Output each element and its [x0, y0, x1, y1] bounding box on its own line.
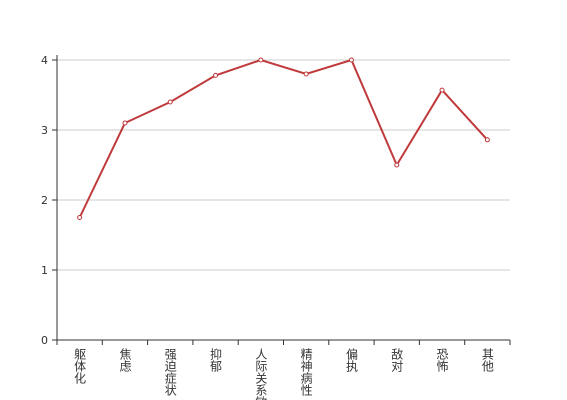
- point: [439, 87, 445, 93]
- y-tick-label: 0: [41, 334, 48, 347]
- point: [167, 99, 173, 105]
- y-tick-label: 4: [41, 54, 48, 67]
- point: [213, 72, 219, 78]
- point: [258, 57, 264, 63]
- y-tick-label: 2: [41, 194, 48, 207]
- x-tick-label: 焦虑: [118, 348, 132, 372]
- x-tick-label: 恐怖: [435, 348, 449, 372]
- x-tick-label: 人际关系敏感: [254, 348, 268, 400]
- point: [348, 57, 354, 63]
- x-tick-label: 抑郁: [209, 347, 223, 373]
- point: [303, 71, 309, 77]
- y-tick-label: 3: [41, 124, 48, 137]
- x-tick-label: 偏执: [344, 347, 358, 373]
- point: [484, 137, 490, 143]
- x-tick-label: 强迫症状: [163, 348, 177, 396]
- x-tick-label: 其他: [480, 348, 494, 372]
- y-tick-label: 1: [41, 264, 48, 277]
- x-tick-label: 躯体化: [73, 347, 87, 385]
- point: [122, 120, 128, 126]
- x-tick-label: 精神病性: [299, 348, 313, 397]
- line: [78, 58, 489, 218]
- point: [394, 162, 400, 168]
- point: [77, 215, 83, 220]
- x-tick-label: 敌对: [390, 347, 404, 372]
